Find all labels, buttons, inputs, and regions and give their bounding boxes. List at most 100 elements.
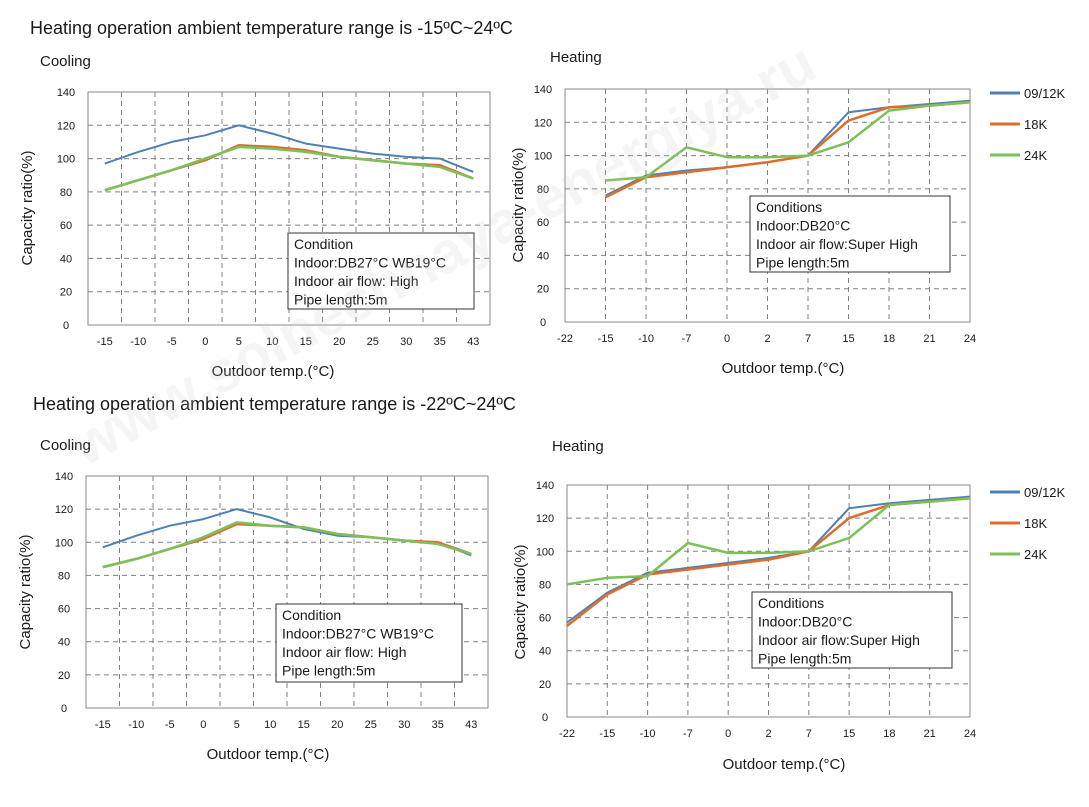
chart-2-ytick-4: 80 [537, 184, 549, 196]
chart-3-xtick-6: 15 [298, 719, 310, 731]
chart-2-ytick-3: 60 [537, 217, 549, 229]
chart-3-ytick-3: 60 [58, 604, 70, 616]
chart-3-xtick-4: 5 [234, 719, 240, 731]
chart-4-legend-label-3: 24K [1024, 547, 1047, 562]
chart-4-condition-box [751, 591, 953, 669]
chart-4-ytick-2: 40 [539, 646, 551, 658]
chart-3-ytick-2: 40 [58, 637, 70, 649]
chart-1-xtick-9: 30 [400, 336, 412, 348]
chart-4-series-3-line [566, 497, 971, 586]
chart-2-xtick-5: 2 [764, 333, 770, 345]
chart-4-xtick-10: 24 [964, 728, 976, 740]
chart-2-xtick-1: -15 [598, 333, 614, 345]
chart-4-legend-label-2: 18K [1024, 516, 1047, 531]
chart-4-xtick-2: -10 [640, 728, 656, 740]
chart-2-condition-line-3: Indoor air flow:Super High [756, 236, 918, 252]
chart-4-ytick-3: 60 [539, 613, 551, 625]
chart-3-ylabel: Capacity ratio(%) [17, 534, 34, 649]
chart-1-condition-box [287, 232, 475, 310]
chart-4-condition-line-1: Conditions [758, 595, 824, 611]
chart-2-xtick-9: 21 [923, 333, 935, 345]
chart-1-xtick-8: 25 [367, 336, 379, 348]
chart-1-xtick-7: 20 [333, 336, 345, 348]
chart-3-series-3-line [102, 521, 472, 569]
chart-4-title: Heating [552, 438, 604, 455]
chart-2-xtick-7: 15 [842, 333, 854, 345]
chart-4-ytick-7: 140 [536, 480, 554, 492]
chart-3-xlabel: Outdoor temp.(°C) [207, 746, 330, 763]
chart-1-condition-line-1: Condition [294, 236, 353, 252]
chart-3-xtick-2: -5 [165, 719, 175, 731]
chart-1-ytick-5: 100 [57, 154, 75, 166]
chart-4-ytick-0: 0 [542, 712, 548, 724]
chart-1-series-1-line [104, 124, 474, 173]
chart-4-xtick-8: 18 [883, 728, 895, 740]
chart-3-title: Cooling [40, 437, 91, 454]
chart-4-condition-line-3: Indoor air flow:Super High [758, 632, 920, 648]
chart-3-condition-line-3: Indoor air flow: High [282, 644, 407, 660]
chart-1-condition-line-4: Pipe length:5m [294, 292, 387, 308]
chart-1-xtick-6: 15 [300, 336, 312, 348]
chart-4-ytick-6: 120 [536, 513, 554, 525]
chart-4-ylabel: Capacity ratio(%) [512, 544, 529, 659]
chart-4-condition-line-4: Pipe length:5m [758, 651, 851, 667]
chart-3-ytick-5: 100 [55, 537, 73, 549]
chart-2-plot-frame [564, 88, 971, 323]
chart-2-legend-label-2: 18K [1024, 117, 1047, 132]
chart-4-plot-frame [566, 484, 971, 718]
chart-2-xtick-4: 0 [724, 333, 730, 345]
chart-4-xlabel: Outdoor temp.(°C) [723, 756, 846, 773]
chart-2-legend-label-3: 24K [1024, 148, 1047, 163]
chart-1-plot-frame [87, 91, 491, 326]
chart-1-condition-line-2: Indoor:DB27°C WB19°C [294, 255, 446, 271]
chart-2-xtick-3: -7 [682, 333, 692, 345]
chart-4-legend-label-1: 09/12K [1024, 485, 1066, 500]
chart-1-ylabel: Capacity ratio(%) [19, 150, 36, 265]
chart-3-xtick-9: 30 [398, 719, 410, 731]
chart-2-ytick-2: 40 [537, 250, 549, 262]
chart-2-legend-label-1: 09/12K [1024, 86, 1066, 101]
chart-2-series-3-line [605, 101, 971, 182]
chart-4-xtick-6: 7 [806, 728, 812, 740]
chart-4-xtick-1: -15 [599, 728, 615, 740]
chart-3-xtick-7: 20 [331, 719, 343, 731]
chart-1-xtick-1: -10 [130, 336, 146, 348]
chart-3-ytick-1: 20 [58, 670, 70, 682]
chart-2-series-1-line [605, 99, 971, 197]
chart-1-xtick-3: 0 [202, 336, 208, 348]
chart-1-ytick-3: 60 [60, 220, 72, 232]
chart-1-ytick-1: 20 [60, 287, 72, 299]
chart-2-ytick-6: 120 [534, 117, 552, 129]
chart-4-ytick-1: 20 [539, 679, 551, 691]
chart-2-ytick-1: 20 [537, 284, 549, 296]
chart-3-ytick-0: 0 [61, 703, 67, 715]
chart-4-xtick-4: 0 [725, 728, 731, 740]
chart-1-ytick-2: 40 [60, 253, 72, 265]
chart-3-condition-line-4: Pipe length:5m [282, 663, 375, 679]
chart-3-xtick-1: -10 [128, 719, 144, 731]
chart-3-xtick-10: 35 [432, 719, 444, 731]
chart-1-ytick-6: 120 [57, 120, 75, 132]
chart-1-xtick-2: -5 [167, 336, 177, 348]
chart-2-condition-box [749, 195, 951, 273]
chart-2-series-2-line [604, 101, 971, 199]
chart-4-xtick-0: -22 [559, 728, 575, 740]
chart-2-xtick-8: 18 [883, 333, 895, 345]
chart-3-condition-box [275, 603, 463, 683]
chart-1-xlabel: Outdoor temp.(°C) [212, 363, 335, 380]
chart-4-xtick-7: 15 [843, 728, 855, 740]
chart-3-xtick-5: 10 [264, 719, 276, 731]
chart-3-xtick-11: 43 [465, 719, 477, 731]
chart-1-condition-line-3: Indoor air flow: High [294, 273, 419, 289]
chart-1-xtick-0: -15 [97, 336, 113, 348]
chart-2-xtick-0: -22 [557, 333, 573, 345]
chart-2-title: Heating [550, 49, 602, 66]
chart-1-series-3-line [104, 145, 474, 192]
chart-4-xtick-5: 2 [765, 728, 771, 740]
chart-2-ytick-7: 140 [534, 84, 552, 96]
chart-4-condition-line-2: Indoor:DB20°C [758, 614, 852, 630]
chart-4-series-1-line [566, 495, 971, 624]
chart-3-condition-line-2: Indoor:DB27°C WB19°C [282, 626, 434, 642]
chart-2-xlabel: Outdoor temp.(°C) [722, 360, 845, 377]
